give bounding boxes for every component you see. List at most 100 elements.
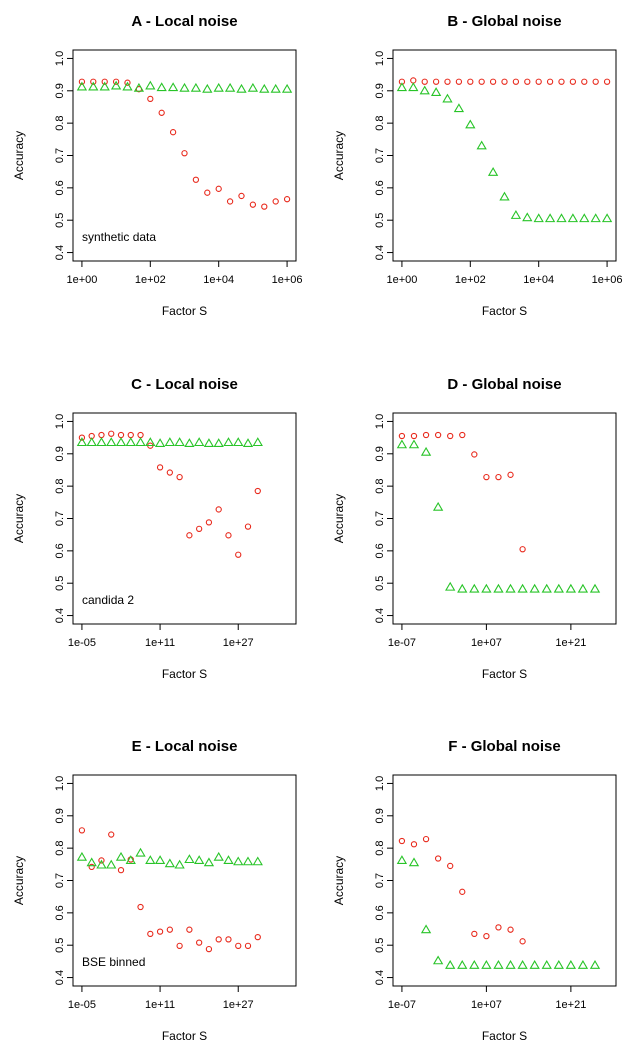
panel-title: D - Global noise [447, 376, 561, 393]
data-point-circle [546, 78, 554, 85]
y-tick-label: 0.7 [374, 511, 386, 526]
data-point-triangle [396, 855, 408, 865]
dataset-annotation: candida 2 [82, 593, 134, 607]
x-axis-label: Factor S [482, 667, 527, 681]
y-tick-label: 0.6 [374, 543, 386, 558]
data-point-triangle [156, 82, 167, 92]
data-point-triangle [203, 857, 215, 867]
data-point-circle [176, 473, 183, 481]
data-point-triangle [541, 959, 552, 969]
data-point-triangle [493, 583, 504, 593]
data-point-circle [166, 469, 173, 476]
x-tick-label: 1e+00 [386, 274, 417, 286]
data-point-circle [166, 926, 173, 933]
y-tick-label: 0.8 [54, 115, 66, 130]
plot-frame [392, 49, 617, 262]
data-point-triangle [174, 437, 185, 447]
x-tick-label: 1e+06 [592, 274, 623, 286]
x-tick-label: 1e+27 [223, 999, 254, 1011]
data-point-circle [186, 532, 193, 539]
x-tick-label: 1e+11 [145, 637, 175, 649]
data-point-circle [535, 78, 542, 85]
x-tick-label: 1e+27 [223, 637, 254, 649]
plot-frame [392, 774, 617, 987]
y-tick-label: 1.0 [54, 51, 66, 66]
data-point-circle [434, 855, 442, 862]
y-axis-label: Accuracy [12, 494, 26, 543]
data-point-triangle [96, 859, 107, 869]
data-point-circle [238, 192, 245, 200]
data-point-triangle [544, 213, 556, 223]
data-point-circle [124, 79, 131, 86]
data-point-circle [98, 857, 105, 864]
data-point-circle [478, 78, 485, 85]
data-point-circle [483, 932, 490, 940]
x-tick-label: 1e+21 [555, 637, 586, 649]
data-point-triangle [154, 855, 166, 865]
data-point-triangle [457, 959, 468, 969]
data-point-triangle [236, 83, 247, 93]
data-point-circle [432, 78, 440, 85]
data-point-triangle [270, 83, 281, 93]
data-point-circle [283, 196, 291, 203]
data-point-circle [447, 432, 454, 440]
y-tick-label: 0.7 [54, 873, 66, 888]
data-point-circle [181, 150, 188, 157]
data-point-triangle [135, 847, 146, 857]
data-point-circle [581, 78, 588, 85]
data-point-triangle [110, 80, 122, 90]
data-point-triangle [242, 856, 254, 866]
data-point-triangle [203, 438, 215, 448]
x-axis-label: Factor S [482, 1029, 527, 1043]
data-point-triangle [164, 437, 176, 447]
data-point-triangle [408, 857, 420, 867]
data-point-triangle [184, 438, 195, 448]
data-point-circle [101, 78, 108, 85]
y-tick-label: 0.5 [54, 576, 66, 591]
data-point-triangle [99, 81, 110, 91]
data-point-triangle [487, 167, 499, 176]
data-point-triangle [223, 437, 234, 447]
data-point-triangle [213, 438, 224, 448]
x-tick-label: 1e+07 [471, 637, 502, 649]
panel-title: B - Global noise [447, 13, 561, 30]
data-point-circle [205, 519, 213, 526]
data-point-circle [158, 109, 165, 116]
data-point-triangle [76, 437, 88, 447]
y-tick-label: 0.9 [54, 808, 66, 823]
y-tick-label: 0.4 [54, 608, 66, 623]
y-tick-label: 0.9 [374, 808, 386, 823]
y-tick-label: 0.6 [54, 905, 66, 920]
data-point-triangle [510, 210, 522, 219]
data-point-circle [137, 431, 144, 439]
panel-title: F - Global noise [448, 738, 561, 755]
data-point-triangle [145, 855, 156, 865]
data-point-triangle [565, 583, 577, 593]
data-point-triangle [445, 959, 456, 969]
x-tick-label: 1e-07 [388, 637, 416, 649]
x-tick-label: 1e+11 [145, 999, 175, 1011]
data-point-triangle [493, 959, 504, 969]
data-point-triangle [213, 851, 224, 861]
data-point-circle [254, 487, 261, 495]
y-tick-label: 1.0 [374, 51, 386, 66]
data-point-triangle [457, 583, 468, 593]
x-tick-label: 1e+04 [203, 274, 234, 286]
data-point-triangle [76, 81, 88, 91]
data-point-circle [422, 431, 430, 439]
y-tick-label: 0.5 [374, 576, 386, 591]
y-tick-label: 0.4 [374, 245, 386, 260]
x-tick-label: 1e+02 [135, 274, 166, 286]
data-point-circle [215, 506, 222, 513]
data-point-circle [501, 78, 508, 85]
data-point-circle [524, 78, 531, 85]
data-point-triangle [96, 437, 107, 447]
dataset-annotation: synthetic data [82, 230, 156, 244]
data-point-triangle [481, 959, 492, 969]
panel-title: E - Local noise [132, 738, 238, 755]
data-point-circle [507, 471, 514, 478]
y-axis-label: Accuracy [12, 131, 26, 180]
y-tick-label: 0.5 [374, 213, 386, 228]
data-point-circle [444, 78, 451, 85]
data-point-circle [225, 532, 232, 539]
